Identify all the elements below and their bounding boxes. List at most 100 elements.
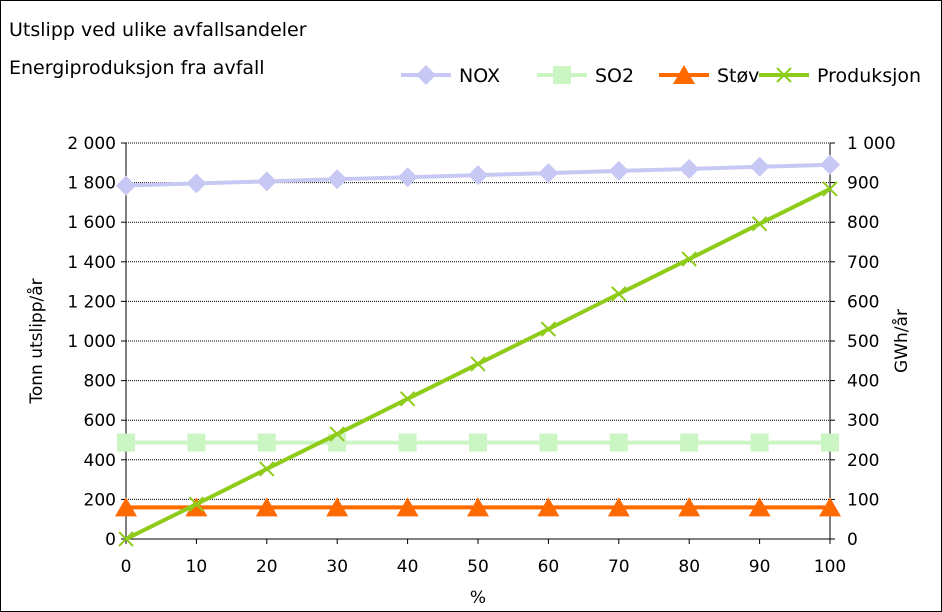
y2-tick-label: 0 (847, 530, 858, 550)
data-point-nox (186, 173, 207, 194)
y2-tick-label: 900 (847, 174, 879, 194)
data-point-nox (116, 175, 136, 196)
data-point-st-v (607, 497, 630, 517)
x-tick-label: 60 (538, 557, 560, 577)
legend-marker (416, 65, 436, 85)
y-axis-label: Tonn utslipp/år (26, 278, 47, 404)
data-point-produksjon (259, 461, 275, 477)
data-point-so2 (257, 433, 276, 452)
y-tick-label: 600 (84, 411, 116, 431)
data-point-so2 (750, 433, 769, 452)
x-tick-label: 90 (749, 557, 771, 577)
data-point-nox (679, 158, 700, 179)
y2-tick-label: 800 (847, 213, 879, 233)
legend-marker (776, 67, 792, 83)
data-point-nox (749, 156, 770, 177)
data-point-so2 (187, 433, 206, 452)
data-point-nox (608, 160, 629, 181)
data-point-nox (468, 165, 488, 186)
legend-marker (673, 65, 695, 84)
data-point-produksjon (540, 321, 557, 337)
x-tick-label: 50 (467, 557, 489, 577)
data-point-st-v (678, 497, 701, 517)
x-axis-label: % (470, 588, 486, 608)
data-point-st-v (748, 497, 771, 517)
x-tick-label: 80 (678, 557, 700, 577)
legend-item-nox: NOX (401, 65, 500, 87)
data-point-produksjon (470, 356, 486, 372)
y-tick-label: 1 800 (67, 174, 116, 194)
y-tick-label: 400 (84, 451, 116, 471)
y2-tick-label: 500 (847, 332, 879, 352)
legend-label: Produksjon (817, 65, 921, 87)
data-point-so2 (117, 433, 135, 452)
data-point-st-v (537, 497, 560, 517)
y-tick-label: 1 000 (67, 332, 116, 352)
legend-label: SO2 (595, 65, 634, 87)
data-point-produksjon (329, 426, 345, 442)
y2-tick-label: 200 (847, 451, 879, 471)
x-tick-label: 100 (814, 557, 846, 577)
x-tick-label: 20 (256, 557, 278, 577)
data-point-so2 (539, 433, 558, 452)
data-point-nox (256, 171, 277, 192)
data-point-so2 (398, 433, 417, 452)
y-tick-label: 800 (84, 372, 116, 392)
y2-tick-label: 100 (847, 490, 879, 510)
x-marker-stroke (399, 391, 416, 407)
data-point-so2 (609, 433, 628, 452)
chart-title-line-2: Energiproduksjon fra avfall (9, 57, 265, 79)
x-marker-stroke (611, 286, 627, 302)
x-tick-label: 30 (326, 557, 348, 577)
data-point-so2 (469, 433, 487, 452)
y-tick-label: 1 600 (67, 213, 116, 233)
x-marker-stroke (681, 251, 697, 267)
x-marker-stroke (188, 496, 205, 512)
y-tick-label: 1 200 (67, 292, 116, 312)
y-tick-label: 2 000 (67, 134, 116, 154)
data-point-produksjon (118, 531, 134, 547)
x-tick-label: 10 (186, 557, 208, 577)
data-point-produksjon (399, 391, 416, 407)
data-point-st-v (255, 497, 278, 517)
data-point-produksjon (751, 216, 768, 232)
y2-tick-label: 700 (847, 253, 879, 273)
x-marker-stroke (540, 321, 557, 337)
legend-label: Støv (717, 65, 759, 87)
x-marker-stroke (118, 531, 134, 547)
x-marker-stroke (470, 356, 486, 372)
y2-tick-label: 1 000 (847, 134, 896, 154)
data-point-nox (820, 154, 840, 175)
data-point-nox (327, 169, 348, 190)
data-point-nox (397, 167, 418, 188)
x-marker-stroke (259, 461, 275, 477)
legend-marker (553, 66, 571, 84)
legend-label: NOX (459, 65, 500, 87)
y2-tick-label: 600 (847, 292, 879, 312)
data-point-st-v (396, 497, 419, 517)
y2-tick-label: 400 (847, 372, 879, 392)
data-point-st-v (819, 497, 841, 517)
x-marker-stroke (751, 216, 768, 232)
x-marker-stroke (329, 426, 345, 442)
x-tick-label: 0 (121, 557, 132, 577)
y-tick-label: 1 400 (67, 253, 116, 273)
x-marker-stroke (776, 67, 792, 83)
chart-title-line-1: Utslipp ved ulike avfallsandeler (9, 19, 307, 41)
data-point-st-v (115, 497, 137, 517)
legend-item-st-v: Støv (659, 65, 759, 87)
data-point-produksjon (822, 181, 838, 197)
y-tick-label: 200 (84, 490, 116, 510)
data-point-nox (538, 163, 559, 184)
data-point-st-v (185, 497, 208, 517)
data-point-st-v (467, 497, 489, 517)
data-point-so2 (680, 433, 699, 452)
x-tick-label: 70 (608, 557, 630, 577)
y-tick-label: 0 (105, 530, 116, 550)
data-point-so2 (821, 433, 839, 452)
data-point-st-v (326, 497, 349, 517)
y2-axis-label: GWh/år (891, 309, 912, 373)
x-marker-stroke (822, 181, 838, 197)
